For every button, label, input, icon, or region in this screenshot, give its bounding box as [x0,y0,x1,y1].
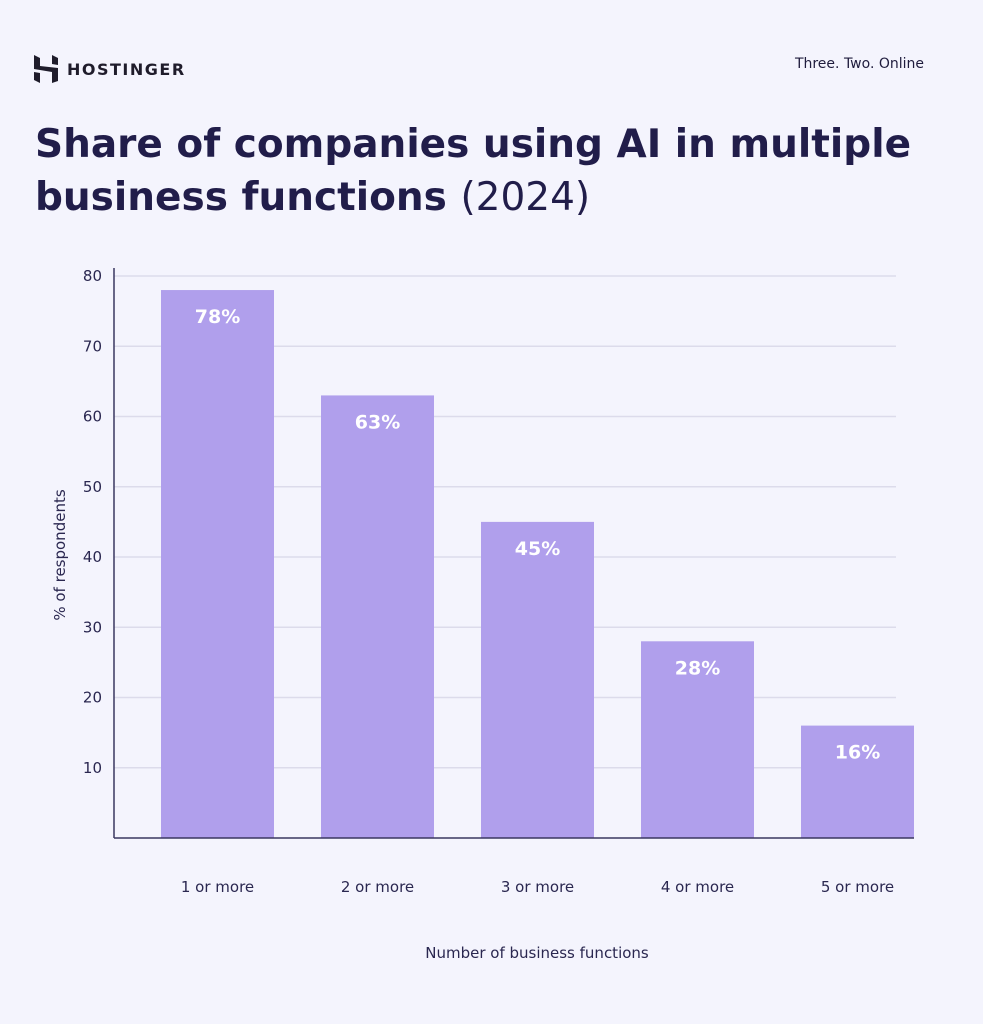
bar [801,725,914,838]
bar [161,290,274,838]
y-tick-label: 10 [83,759,102,777]
y-tick-label: 30 [83,618,102,636]
data-label: 63% [355,411,400,433]
y-tick-label: 80 [83,267,102,285]
bar [481,521,594,838]
y-tick-label: 60 [83,408,102,426]
hostinger-h-icon [34,55,58,83]
hostinger-logo: HOSTINGER [34,55,186,83]
bar [321,395,434,838]
y-axis-label: % of respondents [51,489,69,620]
brand-name: HOSTINGER [67,59,186,79]
x-tick-label: 2 or more [341,878,414,896]
y-tick-label: 50 [83,478,102,496]
x-tick-label: 4 or more [661,878,734,896]
tagline: Three. Two. Online [794,56,924,72]
data-label: 78% [195,306,240,328]
y-tick-label: 70 [83,337,102,355]
title-main: Share of companies using AI in multiple … [35,122,912,220]
x-tick-label: 3 or more [501,878,574,896]
x-tick-label: 5 or more [821,878,894,896]
data-label: 16% [835,742,880,764]
bar [641,641,754,838]
data-label: 45% [515,538,560,560]
y-tick-label: 40 [83,548,102,566]
x-axis-label: Number of business functions [425,944,649,962]
chart-title: Share of companies using AI in multiple … [35,118,935,224]
data-label: 28% [675,657,720,679]
x-tick-label: 1 or more [181,878,254,896]
title-year: (2024) [460,175,591,220]
y-tick-label: 20 [83,689,102,707]
